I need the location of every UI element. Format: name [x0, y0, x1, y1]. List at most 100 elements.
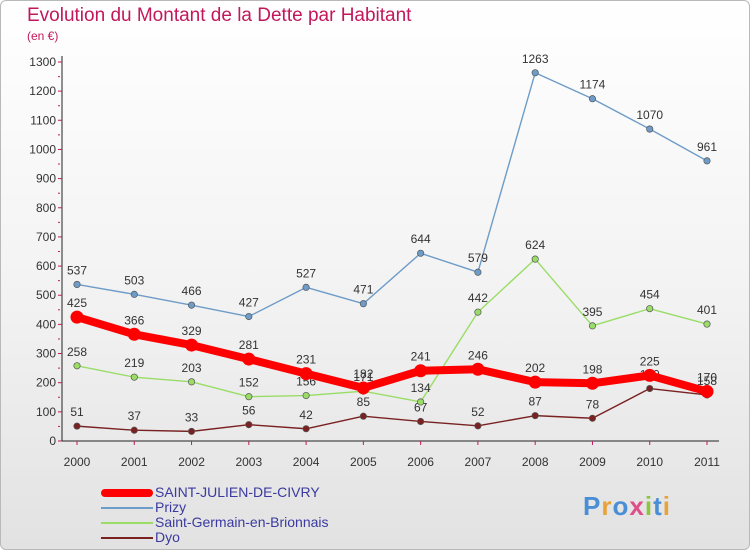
- data-point: [703, 157, 711, 165]
- data-label: 427: [239, 296, 259, 310]
- data-point: [703, 320, 711, 328]
- data-label: 1070: [636, 108, 663, 122]
- data-label: 33: [185, 410, 199, 424]
- data-point: [185, 338, 199, 352]
- data-point: [474, 308, 482, 316]
- data-label: 1174: [580, 78, 606, 92]
- data-label: 241: [411, 350, 431, 364]
- data-label: 42: [299, 408, 313, 422]
- data-point: [414, 364, 428, 378]
- legend-label: Dyo: [155, 529, 180, 545]
- data-label: 78: [586, 397, 600, 411]
- legend-label: SAINT-JULIEN-DE-CIVRY: [155, 484, 320, 500]
- data-label: 961: [697, 140, 717, 154]
- data-point: [528, 375, 542, 389]
- x-tick-label: 2006: [407, 455, 434, 469]
- y-tick-label: 700: [36, 230, 56, 244]
- x-tick-label: 2005: [350, 455, 377, 469]
- data-point: [588, 95, 597, 103]
- data-label: 152: [239, 376, 259, 390]
- data-label: 202: [525, 361, 545, 375]
- data-point: [585, 376, 599, 390]
- data-point: [187, 378, 196, 386]
- data-point: [417, 417, 425, 426]
- data-point: [130, 290, 138, 298]
- data-label: 37: [128, 409, 142, 423]
- data-point: [359, 412, 367, 420]
- y-tick-label: 1300: [29, 55, 56, 69]
- data-label: 231: [296, 353, 316, 367]
- data-point: [356, 381, 370, 395]
- data-label: 503: [124, 273, 144, 287]
- data-label: 51: [70, 405, 84, 419]
- data-label: 203: [182, 361, 202, 375]
- series-prizy: 537 503 466 427 527 471 644 579 1263 1174 1070 961: [67, 52, 717, 321]
- data-label: 85: [357, 395, 371, 409]
- data-point: [531, 412, 539, 420]
- data-point: [130, 373, 138, 381]
- data-point: [471, 362, 485, 376]
- y-tick-label: 300: [36, 347, 56, 361]
- data-label: 537: [67, 263, 87, 277]
- x-tick-label: 2009: [579, 455, 606, 469]
- data-point: [245, 393, 253, 401]
- data-point: [127, 327, 141, 341]
- data-point: [187, 427, 196, 435]
- data-point: [299, 367, 313, 381]
- data-label: 225: [640, 354, 660, 368]
- data-label: 134: [411, 381, 431, 395]
- data-label: 171: [353, 370, 373, 384]
- data-point: [242, 352, 256, 366]
- y-tick-label: 200: [36, 376, 56, 390]
- data-point: [73, 362, 81, 370]
- data-point: [417, 398, 425, 406]
- data-point: [643, 368, 657, 382]
- data-point: [646, 305, 654, 313]
- data-label: 158: [697, 374, 717, 388]
- y-tick-label: 1000: [29, 142, 56, 156]
- series-line: [76, 72, 708, 318]
- data-label: 579: [468, 251, 488, 265]
- data-label: 624: [525, 238, 545, 252]
- data-point: [646, 125, 654, 133]
- data-label: 395: [582, 305, 602, 319]
- data-label: 401: [697, 303, 717, 317]
- data-label: 258: [67, 345, 87, 359]
- data-label: 87: [529, 395, 543, 409]
- data-label: 527: [296, 266, 316, 280]
- legend-swatch: [101, 489, 153, 497]
- data-point: [302, 425, 310, 433]
- data-point: [245, 312, 253, 321]
- data-point: [588, 414, 597, 422]
- data-point: [359, 300, 367, 308]
- data-point: [302, 391, 310, 400]
- data-label: 442: [468, 291, 488, 305]
- x-tick-label: 2001: [121, 455, 148, 469]
- data-label: 67: [414, 400, 428, 414]
- series-line: [76, 387, 708, 433]
- data-label: 1263: [522, 52, 549, 66]
- series-line: [76, 258, 708, 403]
- series-saint-julien-de-civry: 425 366 329 281 231 182 241 246 202 198 225 170: [67, 296, 717, 398]
- data-label: 182: [353, 367, 373, 381]
- data-point: [646, 384, 654, 393]
- data-label: 471: [353, 283, 373, 297]
- chart-subtitle: (en €): [27, 29, 59, 43]
- x-tick-label: 2010: [636, 455, 663, 469]
- data-point: [187, 301, 196, 309]
- data-label: 466: [182, 284, 202, 298]
- data-label: 425: [67, 296, 87, 310]
- y-tick-label: 100: [36, 405, 56, 419]
- data-label: 52: [471, 405, 485, 419]
- data-point: [474, 422, 482, 430]
- data-label: 198: [582, 362, 602, 376]
- data-point: [73, 280, 81, 288]
- data-point: [531, 255, 539, 263]
- series-line: [73, 313, 711, 396]
- data-label: 644: [411, 232, 431, 246]
- y-tick-label: 0: [49, 434, 56, 448]
- y-tick-label: 1200: [29, 84, 56, 98]
- data-point: [700, 384, 714, 398]
